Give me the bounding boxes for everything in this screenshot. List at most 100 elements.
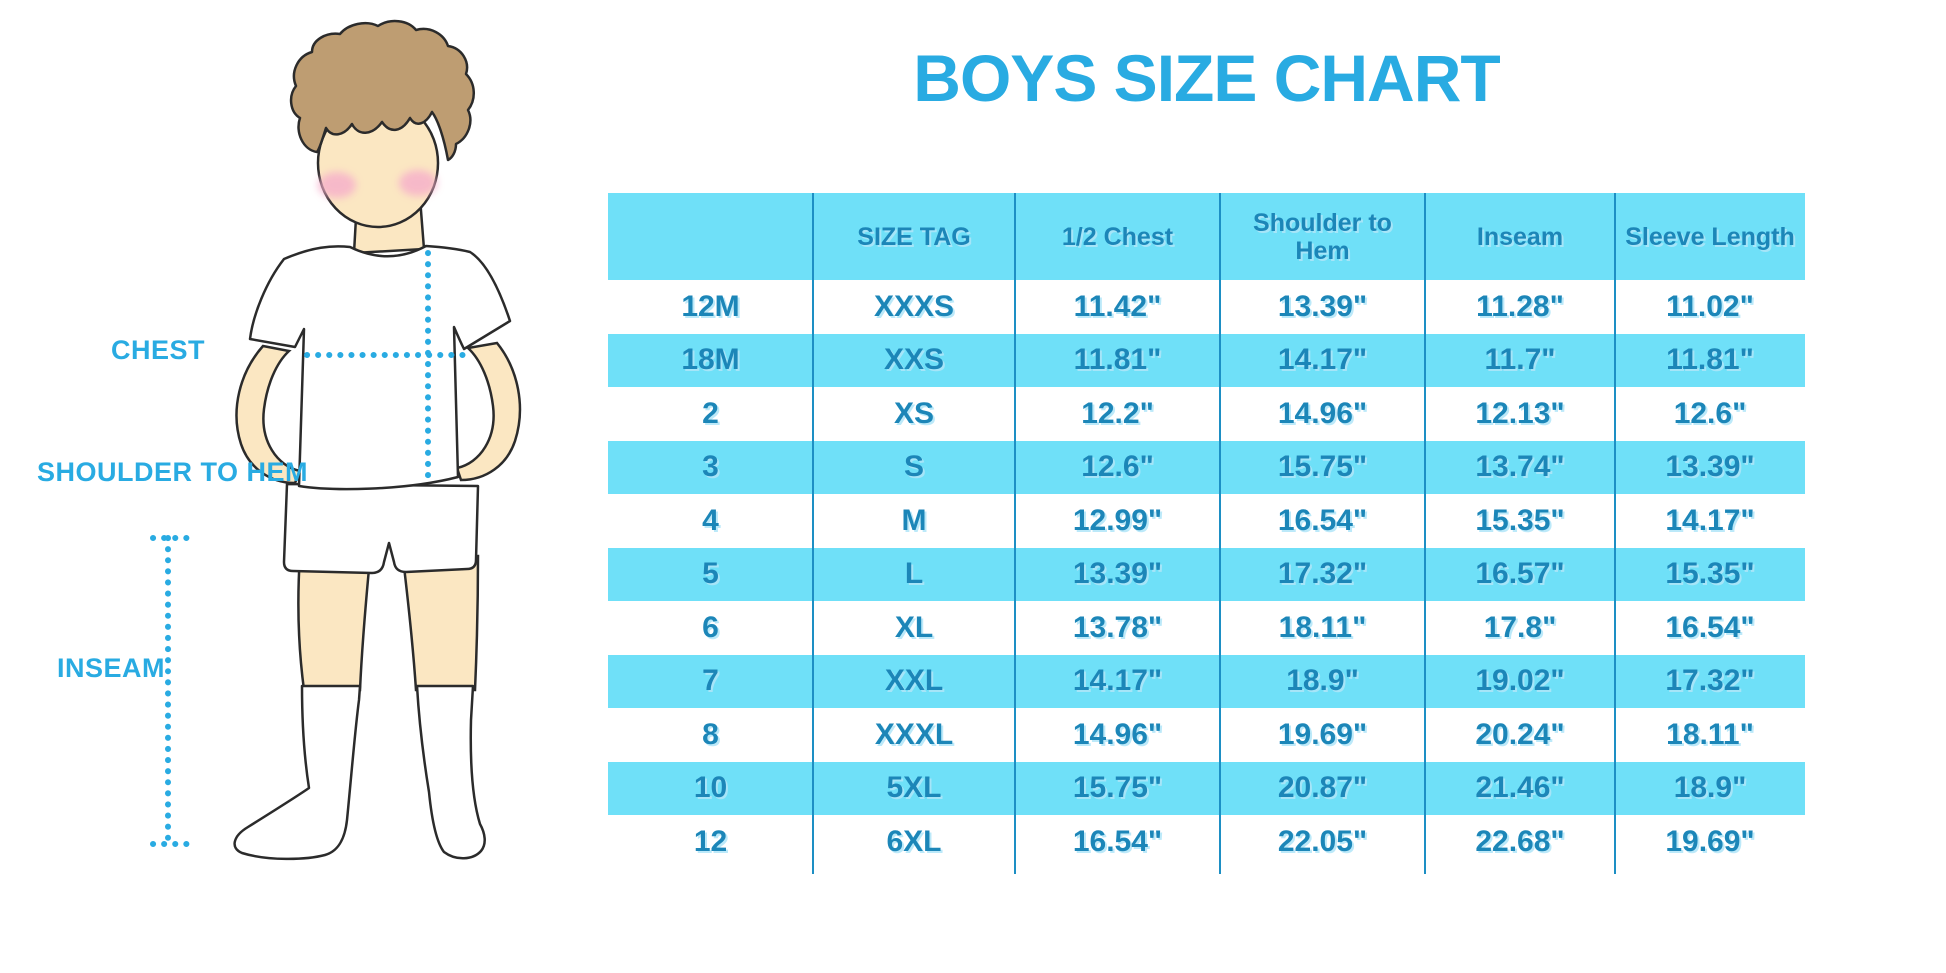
cell-size: 12M [681,289,740,323]
cell-shoulder-to-hem: 20.87" [1277,771,1368,805]
cell-shoulder-to-hem: 14.17" [1277,343,1368,377]
cell-inseam: 11.7" [1484,343,1556,377]
cell-half-chest: 14.17" [1072,664,1163,698]
cell-inseam: 16.57" [1475,557,1565,591]
boy-sock-right [415,684,486,860]
header-shoulder-to-hem: Shoulder to Hem [1220,193,1425,280]
cell-half-chest: 11.42" [1073,289,1162,323]
cell-half-chest: 16.54" [1072,824,1163,858]
cell-size-tag: 5XL [886,771,942,805]
boy-measurement-diagram: CHEST SHOULDER TO HEM INSEAM [37,19,522,861]
cell-half-chest: 13.78" [1072,610,1163,644]
cell-inseam: 11.28" [1476,289,1564,323]
cell-size: 5 [702,557,719,591]
cell-size-tag: S [903,450,924,484]
boy-cheek-right [399,170,437,196]
column-divider [1424,193,1426,874]
boy-arm-left [235,344,302,485]
table-row-3: 3 S 12.6" 15.75" 13.74" 13.39" [608,440,1805,494]
cell-size-tag: XS [893,396,935,430]
cell-size-tag: M [901,503,927,537]
header-half-chest: 1/2 Chest [1061,222,1174,251]
cell-shoulder-to-hem: 17.32" [1277,557,1368,591]
page-title: BOYS SIZE CHART [913,41,1500,115]
column-divider [1014,193,1016,874]
cell-half-chest: 14.96" [1072,717,1163,751]
boy-arm-right [455,341,522,482]
table-row-12: 12 6XL 16.54" 22.05" 22.68" 19.69" [608,815,1805,869]
cell-size-tag: XXXL [874,717,954,751]
cell-shoulder-to-hem: 22.05" [1277,824,1368,858]
boy-cheek-left [318,172,356,198]
cell-size: 18M [681,343,740,377]
table-body: 12M XXXS 11.42" 13.39" 11.28" 11.02" 18M XXS 11.… [608,280,1805,869]
cell-sleeve-length: 18.9" [1673,771,1747,805]
header-sleeve-length: Sleeve Length [1625,222,1795,251]
table-row-18M: 18M XXS 11.81" 14.17" 11.7" 11.81" [608,333,1805,387]
table-row-2: 2 XS 12.2" 14.96" 12.13" 12.6" [608,387,1805,441]
boy-hair [289,19,475,162]
cell-inseam: 21.46" [1475,771,1565,805]
cell-size: 12 [693,824,728,858]
header-size-tag: SIZE TAG [857,222,971,251]
boy-shirt [248,244,512,491]
cell-sleeve-length: 18.11" [1666,717,1754,751]
table-row-10: 10 5XL 15.75" 20.87" 21.46" 18.9" [608,761,1805,815]
cell-inseam: 17.8" [1483,610,1557,644]
header-inseam: Inseam [1476,222,1564,251]
cell-shoulder-to-hem: 18.11" [1278,610,1367,644]
cell-size: 6 [702,610,719,644]
cell-size-tag: XXS [883,343,945,377]
cell-sleeve-length: 14.17" [1665,503,1755,537]
header-shoulder-to-hem-text: Shoulder to Hem [1253,208,1392,265]
cell-shoulder-to-hem: 15.75" [1277,450,1368,484]
cell-size: 8 [702,717,719,751]
table-row-4: 4 M 12.99" 16.54" 15.35" 14.17" [608,494,1805,548]
cell-size: 3 [702,450,719,484]
table-row-12M: 12M XXXS 11.42" 13.39" 11.28" 11.02" [608,280,1805,334]
boy-leg-left [297,553,372,692]
chest-label: CHEST [111,335,205,365]
inseam-label: INSEAM [57,653,165,683]
cell-size: 10 [693,771,728,805]
column-divider [1614,193,1616,874]
cell-size: 2 [702,396,719,430]
column-divider [1219,193,1221,874]
table-row-8: 8 XXXL 14.96" 19.69" 20.24" 18.11" [608,708,1805,762]
cell-inseam: 20.24" [1475,717,1565,751]
cell-sleeve-length: 11.02" [1666,289,1754,323]
size-table: SIZE TAG 1/2 Chest Shoulder to Hem Insea… [608,193,1805,874]
cell-sleeve-length: 13.39" [1665,450,1755,484]
cell-size-tag: XL [894,610,934,644]
table-header-row: SIZE TAG 1/2 Chest Shoulder to Hem Insea… [608,193,1805,280]
cell-half-chest: 13.39" [1072,557,1163,591]
cell-sleeve-length: 12.6" [1673,396,1747,430]
cell-size: 7 [702,664,719,698]
table-row-5: 5 L 13.39" 17.32" 16.57" 15.35" [608,547,1805,601]
cell-inseam: 19.02" [1475,664,1565,698]
cell-half-chest: 12.99" [1072,503,1163,537]
cell-shoulder-to-hem: 18.9" [1286,664,1359,698]
cell-sleeve-length: 16.54" [1665,610,1755,644]
cell-sleeve-length: 15.35" [1665,557,1755,591]
cell-inseam: 12.13" [1475,396,1565,430]
table-row-7: 7 XXL 14.17" 18.9" 19.02" 17.32" [608,654,1805,708]
boy-shorts [282,482,480,575]
column-divider [812,193,814,874]
shoulder-to-hem-label: SHOULDER TO HEM [37,457,308,487]
header-blank [608,193,813,280]
cell-inseam: 22.68" [1475,824,1565,858]
cell-half-chest: 11.81" [1073,343,1162,377]
cell-size-tag: 6XL [886,824,942,858]
cell-sleeve-length: 11.81" [1666,343,1754,377]
cell-size-tag: L [904,557,924,591]
cell-half-chest: 12.2" [1081,396,1154,430]
cell-size-tag: XXL [884,664,944,698]
cell-half-chest: 15.75" [1072,771,1163,805]
cell-shoulder-to-hem: 16.54" [1277,503,1368,537]
boy-leg-right [401,554,480,692]
table-row-6: 6 XL 13.78" 18.11" 17.8" 16.54" [608,601,1805,655]
boy-sock-left [233,684,362,861]
cell-shoulder-to-hem: 14.96" [1277,396,1368,430]
